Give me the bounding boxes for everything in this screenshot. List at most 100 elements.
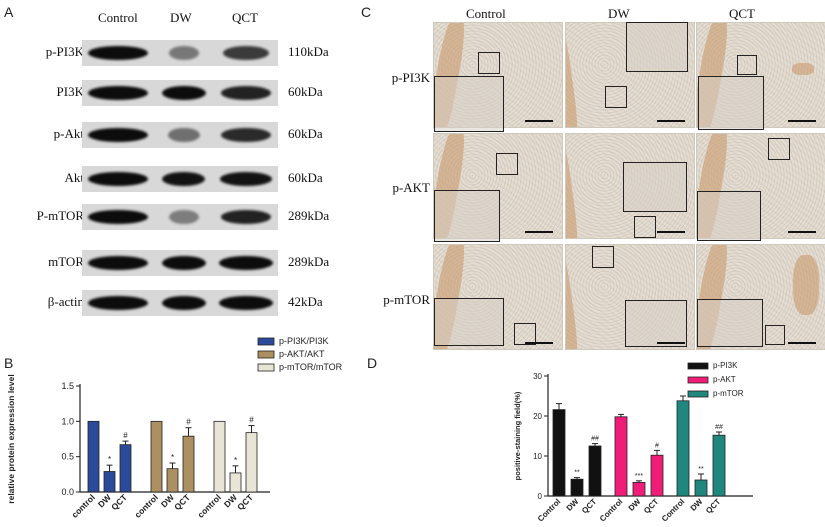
bar [694, 479, 708, 497]
wb-kda-label: 42kDa [288, 294, 323, 309]
bar [182, 435, 195, 493]
x-tick-label: QCT [580, 497, 598, 515]
x-tick-label: DW [565, 497, 581, 513]
region-box [765, 325, 785, 345]
blot-band [220, 86, 272, 100]
y-axis-label: relative protein expression level [6, 374, 16, 503]
zoom-inset [697, 191, 761, 241]
blot-band [221, 128, 271, 142]
significance-marker: # [123, 431, 128, 440]
legend-swatch [687, 376, 709, 384]
y-tick-label: 1.0 [61, 416, 74, 426]
legend-label: p-mTOR/mTOR [279, 362, 343, 372]
wb-row-label: p-Akt [53, 126, 84, 141]
chart-relative-protein-expression: 0.0 0.5 1.0 1.5 relative protein expression … [6, 336, 343, 520]
significance-marker: * [108, 455, 111, 464]
wb-column-control: Control [98, 10, 138, 25]
y-tick-label: 30 [533, 372, 542, 381]
blot-band [162, 86, 206, 100]
significance-marker: *** [635, 473, 643, 480]
scale-bar [657, 342, 685, 344]
blot-strip [82, 204, 278, 230]
bar [632, 482, 646, 497]
region-box [592, 246, 614, 268]
region-box [605, 86, 627, 108]
blot-strip [82, 80, 278, 106]
blot-strip [82, 166, 278, 192]
bar [119, 444, 132, 493]
zoom-inset [434, 76, 504, 132]
x-tick-label: DW [627, 497, 643, 513]
bar [552, 409, 566, 497]
blot-band [219, 256, 273, 270]
panel-label-d: D [367, 355, 378, 371]
ihc-column-dw: DW [608, 6, 630, 21]
ihc-row-label: p-AKT [392, 180, 430, 195]
legend-swatch [257, 363, 275, 372]
legend-label: p-AKT [713, 375, 736, 384]
significance-marker: ** [574, 470, 580, 477]
bar [213, 420, 226, 493]
chart-positive-staining-field: 0 10 20 30 positive-staining field(%) Control… [513, 361, 753, 524]
zoom-inset [698, 76, 764, 130]
bar [570, 478, 584, 497]
region-box [496, 153, 518, 175]
ihc-row-label: p-PI3K [391, 70, 430, 85]
wb-kda-label: 60kDa [288, 170, 323, 185]
x-tick-label: control [195, 492, 222, 519]
wb-kda-label: 289kDa [288, 254, 330, 269]
region-box [514, 323, 536, 345]
significance-marker: * [234, 456, 237, 465]
zoom-inset [626, 22, 688, 72]
blot-band [88, 46, 148, 60]
x-tick-label: QCT [172, 492, 192, 512]
blot-band [222, 46, 270, 60]
bar [650, 454, 664, 497]
blot-band [162, 172, 206, 186]
wb-kda-label: 110kDa [288, 44, 329, 59]
significance-marker: ** [698, 466, 704, 473]
wb-kda-label: 289kDa [288, 208, 330, 223]
x-tick-label: Control [536, 497, 562, 523]
zoom-inset [434, 298, 504, 346]
x-tick-label: QCT [642, 497, 660, 515]
wb-row-label: PI3K [56, 84, 84, 99]
blot-band [88, 256, 148, 270]
x-tick-label: Control [660, 497, 686, 523]
significance-marker: # [249, 416, 254, 425]
scale-bar [788, 342, 816, 344]
legend-label: p-mTOR [713, 389, 744, 398]
blot-band [219, 172, 273, 186]
x-tick-label: control [132, 492, 159, 519]
zoom-inset [625, 300, 687, 347]
blot-band [168, 46, 200, 60]
zoom-inset [434, 190, 500, 242]
legend-swatch [687, 390, 709, 398]
region-box [634, 216, 656, 238]
scale-bar [788, 231, 816, 233]
panel-label-b: B [4, 355, 14, 371]
legend-swatch [257, 337, 275, 346]
blot-strip [82, 250, 278, 276]
blot-strip [82, 122, 278, 148]
scale-bar [525, 120, 553, 122]
bar [150, 420, 163, 493]
significance-marker: # [186, 418, 191, 427]
blot-band [88, 296, 148, 310]
blot-strip [82, 290, 278, 316]
bar [712, 434, 726, 497]
region-box [737, 55, 757, 75]
scale-bar [788, 120, 816, 122]
wb-kda-label: 60kDa [288, 126, 323, 141]
wb-kda-label: 60kDa [288, 84, 323, 99]
x-tick-label: QCT [704, 497, 722, 515]
ihc-column-control: Control [466, 6, 506, 21]
y-tick-label: 0 [538, 492, 543, 501]
region-box [478, 52, 500, 74]
wb-column-qct: QCT [232, 10, 258, 25]
bar [676, 400, 690, 497]
wb-row-label: P-mTOR [36, 208, 84, 223]
scale-bar [525, 342, 553, 344]
blot-band [162, 296, 206, 310]
bar [229, 472, 242, 493]
